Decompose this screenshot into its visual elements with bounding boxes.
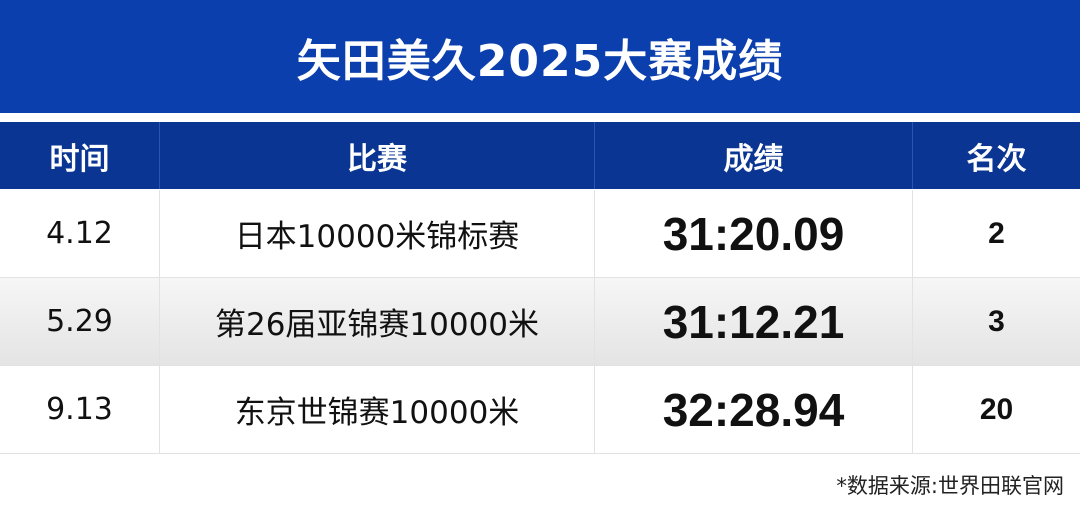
table-row: 9.13 东京世锦赛10000米 32:28.94 20 xyxy=(0,366,1080,454)
header-result: 成绩 xyxy=(595,122,913,189)
cell-rank: 20 xyxy=(979,392,1014,426)
cell-result: 31:20.09 xyxy=(595,190,913,277)
cell-result: 31:12.21 xyxy=(595,278,913,365)
source-footnote: *数据来源:世界田联官网 xyxy=(836,474,1064,498)
cell-date: 5.29 xyxy=(0,278,160,365)
table-row: 4.12 日本10000米锦标赛 31:20.09 2 xyxy=(0,190,1080,278)
cell-competition: 东京世锦赛10000米 xyxy=(160,366,595,453)
cell-rank: 2 xyxy=(988,216,1005,250)
table-header: 时间 比赛 成绩 名次 xyxy=(0,122,1080,189)
header-competition: 比赛 xyxy=(160,122,595,189)
cell-competition: 日本10000米锦标赛 xyxy=(160,190,595,277)
table-row: 5.29 第26届亚锦赛10000米 31:12.21 3 xyxy=(0,278,1080,366)
header-rank: 名次 xyxy=(966,141,1027,177)
header-date: 时间 xyxy=(0,122,160,189)
cell-date: 4.12 xyxy=(0,190,160,277)
cell-rank: 3 xyxy=(988,304,1005,338)
page-title: 矢田美久2025大赛成绩 xyxy=(0,0,1080,113)
cell-competition: 第26届亚锦赛10000米 xyxy=(160,278,595,365)
cell-date: 9.13 xyxy=(0,366,160,453)
cell-result: 32:28.94 xyxy=(595,366,913,453)
